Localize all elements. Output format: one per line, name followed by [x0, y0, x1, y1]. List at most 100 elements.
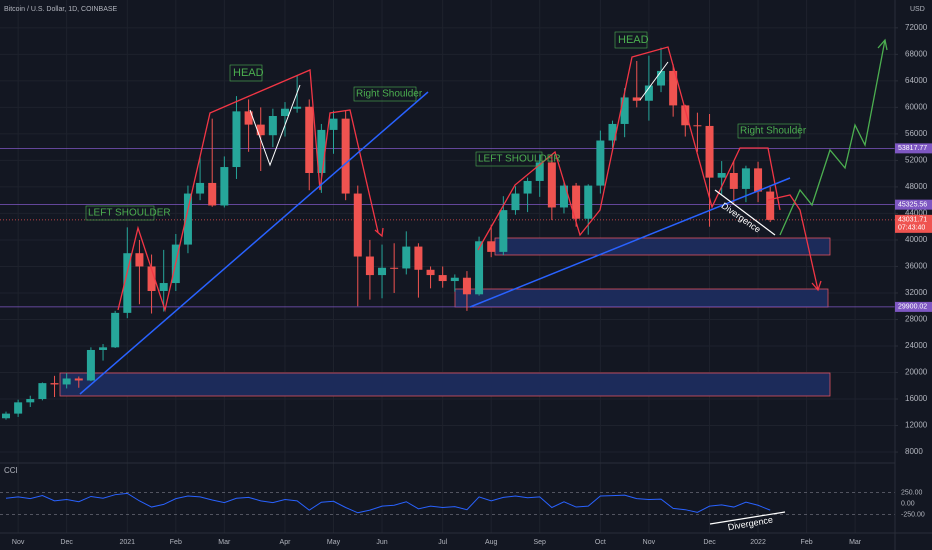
divergence-line — [709, 511, 786, 525]
annotation: Right Shoulder — [356, 89, 423, 100]
x-tick-label: Aug — [485, 539, 498, 546]
arrow-head — [374, 227, 384, 238]
pattern-line — [477, 46, 781, 251]
candle-body — [766, 191, 775, 220]
candle-body — [523, 180, 532, 194]
candle-body — [414, 246, 423, 270]
y-tick-label: 56000 — [905, 129, 928, 138]
candle-body — [317, 129, 326, 174]
x-tick-label: Nov — [643, 539, 656, 546]
candle-body — [26, 399, 35, 403]
annotation: HEAD — [618, 34, 649, 46]
indicator-name: CCI — [4, 466, 18, 475]
candle-body — [14, 402, 23, 414]
candle-body — [584, 185, 593, 219]
currency: USD — [910, 6, 925, 13]
annotation: Right Shoulder — [740, 126, 807, 137]
x-tick-label: Mar — [218, 539, 231, 546]
candle-body — [220, 167, 229, 206]
x-tick-label: Jun — [376, 539, 387, 546]
annotation: HEAD — [233, 67, 264, 79]
candle-body — [657, 70, 666, 86]
symbol-title: Bitcoin / U.S. Dollar, 1D, COINBASE — [4, 6, 118, 13]
level-label: 45325.56 — [898, 201, 927, 208]
y-tick-label: 40000 — [905, 235, 928, 244]
candle-body — [426, 269, 435, 276]
candle-body — [183, 193, 192, 245]
candle-body — [147, 266, 156, 291]
candle-body — [499, 210, 508, 252]
candle-body — [547, 162, 556, 208]
trend-line — [79, 91, 429, 395]
x-tick-label: Oct — [595, 539, 606, 546]
zone — [494, 237, 831, 256]
x-tick-label: Sep — [533, 539, 546, 546]
y-tick-label: 16000 — [905, 394, 928, 403]
candle-body — [572, 185, 581, 219]
projection — [767, 194, 819, 291]
divergence-line — [714, 189, 776, 236]
candle-body — [353, 193, 362, 257]
x-tick-label: Mar — [849, 539, 862, 546]
candle-body — [123, 253, 132, 313]
candle-body — [244, 111, 253, 125]
price-tag — [895, 214, 932, 233]
candle-body — [559, 185, 568, 208]
candle-body — [729, 173, 738, 189]
candle-body — [196, 182, 205, 194]
y-tick-label: 12000 — [905, 421, 928, 430]
label-box — [85, 205, 155, 221]
price-label: 43031.71 — [898, 217, 927, 224]
trend-line — [469, 177, 791, 308]
label-box — [737, 123, 801, 139]
candle-body — [86, 349, 95, 381]
candle-body — [135, 253, 144, 267]
candle-body — [111, 312, 120, 348]
annotation: LEFT SHOULDER — [478, 154, 561, 165]
label-box — [475, 151, 543, 167]
candle-body — [305, 106, 314, 174]
cci-tick-label: 0.00 — [901, 500, 915, 507]
candle-body — [608, 123, 617, 141]
arrow — [639, 61, 669, 101]
cci-line — [5, 492, 771, 514]
candle-body — [596, 140, 605, 186]
candle-body — [2, 413, 10, 419]
x-tick-label: Feb — [170, 539, 182, 546]
candle-body — [632, 97, 641, 101]
candle-body — [50, 383, 59, 385]
y-tick-label: 48000 — [905, 182, 928, 191]
candle-body — [620, 97, 629, 124]
candle-body — [705, 125, 714, 178]
level-tag — [895, 143, 932, 154]
candle-body — [754, 168, 763, 192]
annotation: LEFT SHOULDER — [88, 208, 171, 219]
pattern-line — [117, 69, 379, 313]
candle-body — [341, 118, 350, 194]
candle-body — [644, 85, 653, 101]
candle-body — [681, 105, 690, 126]
cci-tick-label: 250.00 — [901, 489, 923, 496]
candle-body — [717, 173, 726, 178]
x-tick-label: Feb — [801, 539, 813, 546]
cci-pane — [0, 492, 895, 515]
zone — [454, 288, 829, 308]
level-tag — [895, 199, 932, 210]
candle-body — [329, 118, 338, 130]
candle-body — [511, 193, 520, 211]
x-tick-label: Dec — [60, 539, 73, 546]
x-tick-label: 2022 — [750, 539, 766, 546]
y-tick-label: 24000 — [905, 341, 928, 350]
x-tick-label: 2021 — [120, 539, 136, 546]
x-tick-label: Dec — [703, 539, 716, 546]
arrow-head — [877, 38, 888, 51]
y-tick-label: 72000 — [905, 23, 928, 32]
candle-body — [99, 347, 108, 350]
candle-body — [693, 125, 702, 127]
y-tick-label: 8000 — [905, 447, 923, 456]
x-tick-label: Apr — [280, 539, 292, 546]
candle-body — [365, 256, 374, 276]
candle-body — [475, 241, 484, 295]
candle-body — [268, 115, 277, 136]
